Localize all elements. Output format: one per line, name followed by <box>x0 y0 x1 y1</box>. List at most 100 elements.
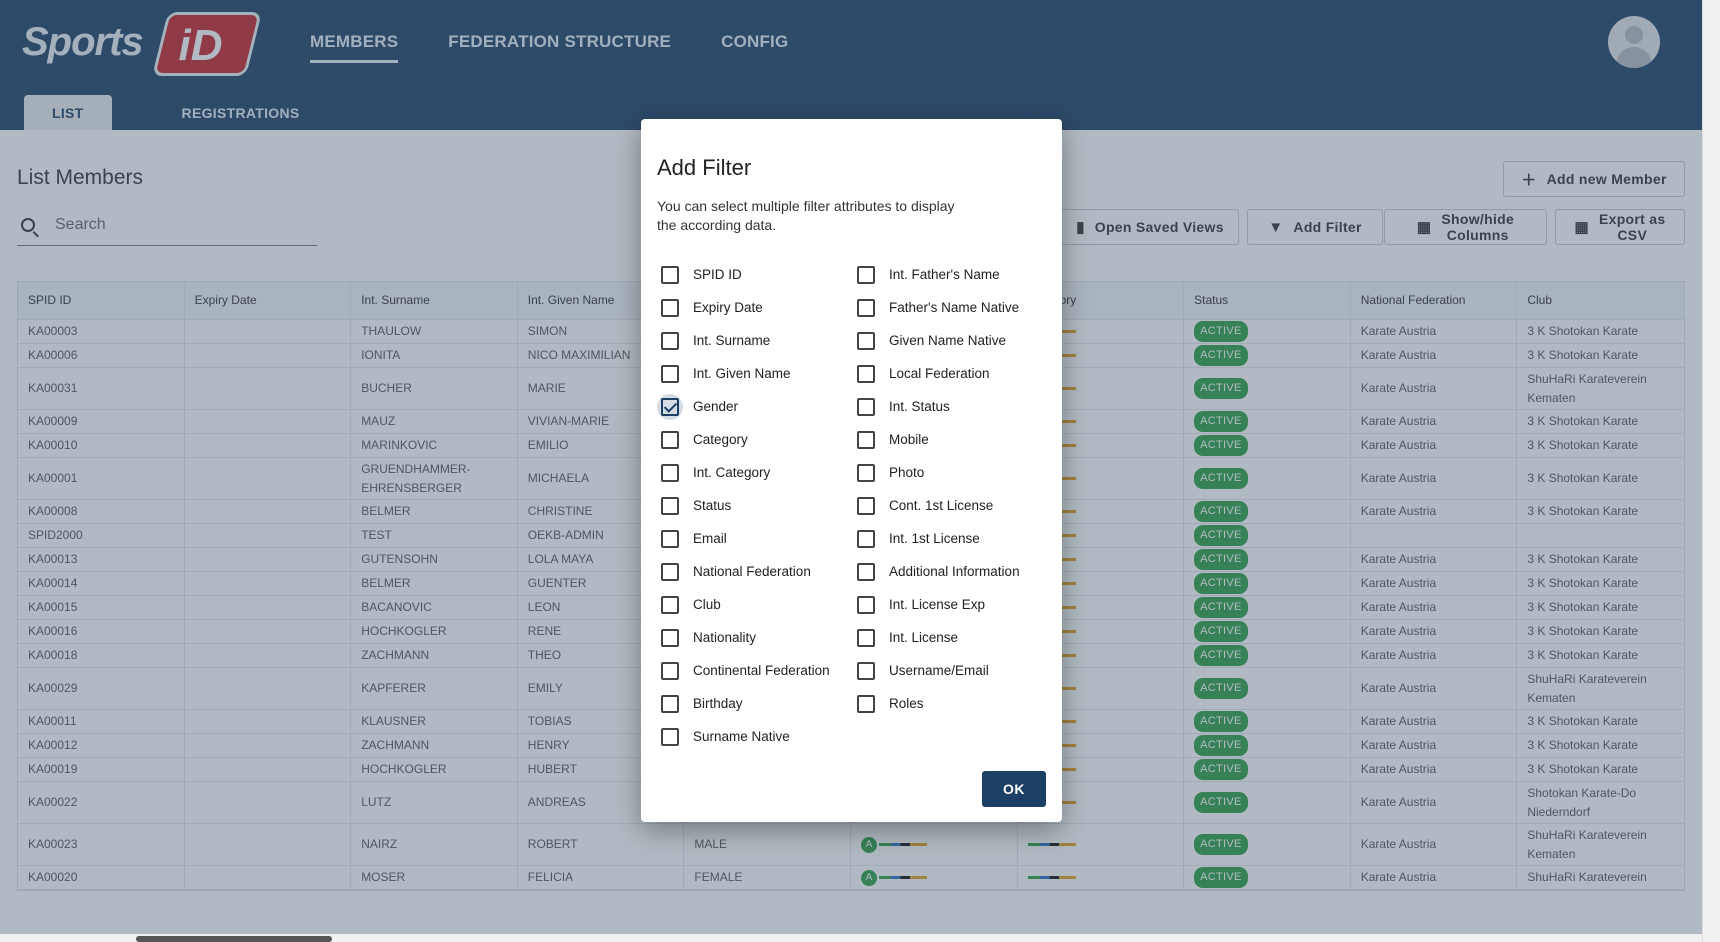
page-title: List Members <box>17 166 144 189</box>
sportsid-logo[interactable]: Sports iD <box>22 12 262 78</box>
filter-option-photo[interactable]: Photo <box>857 456 1020 489</box>
search-input[interactable] <box>55 216 305 234</box>
add-filter-button[interactable]: ▼ Add Filter <box>1247 209 1383 245</box>
user-avatar[interactable] <box>1608 16 1660 68</box>
column-header-expiry-date[interactable]: Expiry Date <box>185 282 352 319</box>
filter-option-club[interactable]: Club <box>661 588 830 621</box>
tab-registrations[interactable]: REGISTRATIONS <box>181 104 300 121</box>
column-header-status[interactable]: Status <box>1184 282 1351 319</box>
filter-option-birthday[interactable]: Birthday <box>661 687 830 720</box>
filter-option-int-category[interactable]: Int. Category <box>661 456 830 489</box>
filter-option-int-surname[interactable]: Int. Surname <box>661 324 830 357</box>
checkbox[interactable] <box>857 364 875 383</box>
checkbox[interactable] <box>857 529 875 548</box>
filter-option-int-license[interactable]: Int. License <box>857 621 1020 654</box>
checkbox[interactable] <box>661 595 679 614</box>
nav-config[interactable]: CONFIG <box>721 32 789 51</box>
checkbox[interactable] <box>661 529 679 548</box>
checkbox[interactable] <box>661 562 679 581</box>
checkbox[interactable] <box>857 595 875 614</box>
column-header-national-federation[interactable]: National Federation <box>1351 282 1518 319</box>
table-cell-gender: MALE <box>684 824 851 865</box>
filter-option-nationality[interactable]: Nationality <box>661 621 830 654</box>
filter-option-spid-id[interactable]: SPID ID <box>661 258 830 291</box>
filter-option-gender[interactable]: Gender <box>657 390 830 423</box>
checkbox[interactable] <box>857 694 875 713</box>
table-row[interactable]: KA00023 NAIRZ ROBERT MALE A ACTIVE Karate Aust… <box>18 824 1684 866</box>
tab-list[interactable]: LIST <box>24 95 112 130</box>
table-row[interactable]: KA00031 BUCHER MARIE ACTIVE Karate Austria Sh… <box>18 368 1684 410</box>
filter-option-roles[interactable]: Roles <box>857 687 1020 720</box>
filter-option-father-s-name-native[interactable]: Father's Name Native <box>857 291 1020 324</box>
open-saved-views-button[interactable]: ▮ Open Saved Views <box>1061 209 1239 245</box>
checkbox[interactable] <box>661 628 679 647</box>
table-cell-int-category: A <box>851 866 1018 889</box>
plus-icon: ＋ <box>1521 171 1537 189</box>
filter-option-label: Username/Email <box>889 663 989 678</box>
ok-button[interactable]: OK <box>982 771 1046 807</box>
table-cell-spid-id: KA00016 <box>18 620 185 643</box>
checkbox[interactable] <box>657 393 683 420</box>
filter-option-expiry-date[interactable]: Expiry Date <box>661 291 830 324</box>
table-cell-status: ACTIVE <box>1184 500 1351 523</box>
filter-option-int-1st-license[interactable]: Int. 1st License <box>857 522 1020 555</box>
filter-option-mobile[interactable]: Mobile <box>857 423 1020 456</box>
nav-members[interactable]: MEMBERS <box>310 32 399 63</box>
checkbox[interactable] <box>661 265 679 284</box>
checkbox[interactable] <box>857 265 875 284</box>
checkbox[interactable] <box>857 628 875 647</box>
table-cell-expiry-date <box>185 458 352 499</box>
table-row[interactable]: KA00020 MOSER FELICIA FEMALE A ACTIVE Karate A… <box>18 866 1684 890</box>
filter-option-category[interactable]: Category <box>661 423 830 456</box>
checkbox[interactable] <box>857 496 875 515</box>
checkbox[interactable] <box>661 661 679 680</box>
avatar-head-icon <box>1625 26 1643 44</box>
filter-option-continental-federation[interactable]: Continental Federation <box>661 654 830 687</box>
export-csv-button[interactable]: ▦ Export as CSV <box>1555 209 1685 245</box>
checkbox[interactable] <box>857 562 875 581</box>
table-cell-int-surname: ZACHMANN <box>351 734 518 757</box>
filter-option-status[interactable]: Status <box>661 489 830 522</box>
filter-option-username-email[interactable]: Username/Email <box>857 654 1020 687</box>
status-badge: ACTIVE <box>1194 597 1248 618</box>
filter-option-cont-1st-license[interactable]: Cont. 1st License <box>857 489 1020 522</box>
filter-option-surname-native[interactable]: Surname Native <box>661 720 830 753</box>
nav-federation-structure[interactable]: FEDERATION STRUCTURE <box>448 32 672 51</box>
filter-option-int-status[interactable]: Int. Status <box>857 390 1020 423</box>
filter-option-int-license-exp[interactable]: Int. License Exp <box>857 588 1020 621</box>
add-new-member-button[interactable]: ＋ Add new Member <box>1503 161 1685 197</box>
table-cell-status: ACTIVE <box>1184 548 1351 571</box>
show-hide-columns-button[interactable]: ▦ Show/hide Columns <box>1384 209 1547 245</box>
vertical-scrollbar[interactable] <box>1702 0 1720 942</box>
table-cell-int-surname: KAPFERER <box>351 668 518 709</box>
filter-option-given-name-native[interactable]: Given Name Native <box>857 324 1020 357</box>
table-cell-spid-id: KA00015 <box>18 596 185 619</box>
checkbox[interactable] <box>661 298 679 317</box>
checkbox[interactable] <box>661 463 679 482</box>
checkbox[interactable] <box>857 430 875 449</box>
checkbox[interactable] <box>857 397 875 416</box>
filter-option-national-federation[interactable]: National Federation <box>661 555 830 588</box>
checkbox[interactable] <box>857 661 875 680</box>
filter-option-local-federation[interactable]: Local Federation <box>857 357 1020 390</box>
checkbox[interactable] <box>661 430 679 449</box>
filter-option-additional-information[interactable]: Additional Information <box>857 555 1020 588</box>
filter-option-int-father-s-name[interactable]: Int. Father's Name <box>857 258 1020 291</box>
checkbox[interactable] <box>661 727 679 746</box>
checkbox[interactable] <box>857 463 875 482</box>
horizontal-scrollbar[interactable] <box>0 934 1702 942</box>
checkbox[interactable] <box>661 694 679 713</box>
filter-option-int-given-name[interactable]: Int. Given Name <box>661 357 830 390</box>
filter-option-email[interactable]: Email <box>661 522 830 555</box>
checkbox[interactable] <box>661 364 679 383</box>
checkbox[interactable] <box>857 298 875 317</box>
horizontal-scrollbar-thumb[interactable] <box>136 936 332 942</box>
checkbox[interactable] <box>661 331 679 350</box>
column-header-spid-id[interactable]: SPID ID <box>18 282 185 319</box>
column-header-club[interactable]: Club <box>1527 293 1553 307</box>
app-header: Sports iD MEMBERS FEDERATION STRUCTURE C… <box>0 0 1702 130</box>
table-cell-category <box>1018 824 1185 865</box>
checkbox[interactable] <box>857 331 875 350</box>
checkbox[interactable] <box>661 496 679 515</box>
column-header-int-surname[interactable]: Int. Surname <box>351 282 518 319</box>
